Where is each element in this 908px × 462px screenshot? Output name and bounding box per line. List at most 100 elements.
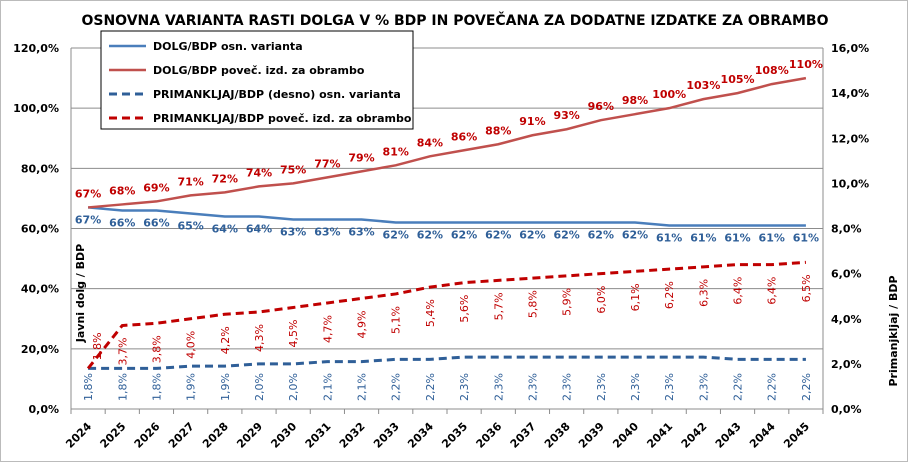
data-label: 4,5% xyxy=(287,320,300,348)
data-label: 4,2% xyxy=(219,326,232,354)
data-label: 2,3% xyxy=(697,373,710,401)
y2-tick-label: 14,0% xyxy=(831,87,869,100)
data-label: 61% xyxy=(724,231,750,244)
data-label: 3,8% xyxy=(150,335,163,363)
data-label: 62% xyxy=(622,228,648,241)
data-label: 1,8% xyxy=(116,373,129,401)
x-tick-label: 2041 xyxy=(644,420,675,451)
data-label: 65% xyxy=(177,219,203,232)
data-label: 64% xyxy=(246,222,272,235)
chart-title: OSNOVNA VARIANTA RASTI DOLGA V % BDP IN … xyxy=(81,11,828,29)
data-label: 2,1% xyxy=(356,373,369,401)
data-label: 74% xyxy=(246,166,272,179)
x-tick-label: 2032 xyxy=(337,420,368,451)
data-label: 79% xyxy=(348,151,374,164)
data-label: 2,3% xyxy=(663,373,676,401)
data-label: 108% xyxy=(755,64,789,77)
data-label: 6,1% xyxy=(629,283,642,311)
y-tick-label: 120,0% xyxy=(13,42,59,55)
y-tick-label: 80,0% xyxy=(21,162,59,175)
y2-tick-label: 8,0% xyxy=(831,223,862,236)
data-label: 62% xyxy=(383,228,409,241)
y-tick-label: 60,0% xyxy=(21,223,59,236)
data-label: 3,7% xyxy=(116,338,129,366)
data-label: 2,2% xyxy=(800,373,813,401)
data-label: 93% xyxy=(553,109,579,122)
x-tick-label: 2026 xyxy=(132,420,163,451)
data-label: 1,8% xyxy=(91,332,104,360)
data-label: 67% xyxy=(75,187,101,200)
y2-axis-title: Primanjkljaj / BDP xyxy=(887,275,900,386)
data-label: 100% xyxy=(652,88,686,101)
data-label: 2,3% xyxy=(629,373,642,401)
x-tick-label: 2038 xyxy=(542,420,573,451)
data-label: 81% xyxy=(383,145,409,158)
x-tick-label: 2043 xyxy=(713,420,744,451)
data-label: 4,3% xyxy=(253,324,266,352)
y2-tick-label: 16,0% xyxy=(831,42,869,55)
data-label: 2,1% xyxy=(321,373,334,401)
data-label: 4,7% xyxy=(321,315,334,343)
data-label: 66% xyxy=(143,216,169,229)
legend-label: DOLG/BDP poveč. izd. za obrambo xyxy=(153,64,365,77)
series-line-2 xyxy=(88,355,806,370)
series-line-3 xyxy=(86,260,807,370)
data-label: 110% xyxy=(789,58,823,71)
data-label: 62% xyxy=(588,228,614,241)
data-label: 62% xyxy=(553,228,579,241)
data-label: 2,3% xyxy=(526,373,539,401)
data-label: 63% xyxy=(280,225,306,238)
data-label: 103% xyxy=(686,79,720,92)
data-label: 62% xyxy=(519,228,545,241)
data-label: 61% xyxy=(793,231,819,244)
data-label: 4,0% xyxy=(185,331,198,359)
data-label: 61% xyxy=(759,231,785,244)
y2-tick-label: 0,0% xyxy=(831,403,862,416)
data-label: 2,2% xyxy=(424,373,437,401)
data-label: 69% xyxy=(143,181,169,194)
data-label: 6,2% xyxy=(663,281,676,309)
data-label: 5,9% xyxy=(561,288,574,316)
y2-tick-label: 2,0% xyxy=(831,358,862,371)
data-label: 4,9% xyxy=(356,310,369,338)
y-tick-label: 40,0% xyxy=(21,283,59,296)
y2-tick-label: 4,0% xyxy=(831,313,862,326)
data-label: 62% xyxy=(485,228,511,241)
x-tick-label: 2037 xyxy=(508,420,539,451)
x-tick-label: 2035 xyxy=(439,420,470,451)
x-tick-label: 2024 xyxy=(63,420,94,451)
data-label: 67% xyxy=(75,213,101,226)
y-axis-title: Javni dolg / BDP xyxy=(74,244,87,343)
data-label: 5,4% xyxy=(424,299,437,327)
x-tick-label: 2025 xyxy=(98,420,129,451)
data-label: 61% xyxy=(690,231,716,244)
data-label: 6,4% xyxy=(732,277,745,305)
data-label: 1,8% xyxy=(82,373,95,401)
x-tick-label: 2033 xyxy=(371,420,402,451)
data-label: 1,9% xyxy=(185,373,198,401)
data-label: 98% xyxy=(622,94,648,107)
x-tick-label: 2040 xyxy=(610,420,641,451)
x-tick-label: 2031 xyxy=(303,420,334,451)
y-tick-label: 20,0% xyxy=(21,343,59,356)
data-label: 2,3% xyxy=(492,373,505,401)
x-tick-label: 2028 xyxy=(200,420,231,451)
data-label: 63% xyxy=(314,225,340,238)
x-tick-label: 2044 xyxy=(747,420,778,451)
data-label: 6,4% xyxy=(766,277,779,305)
data-label: 5,7% xyxy=(492,292,505,320)
data-label: 2,3% xyxy=(595,373,608,401)
x-tick-label: 2039 xyxy=(576,420,607,451)
data-label: 75% xyxy=(280,163,306,176)
x-tick-label: 2029 xyxy=(234,420,265,451)
data-label: 5,1% xyxy=(390,306,403,334)
y2-tick-label: 12,0% xyxy=(831,132,869,145)
legend-label: PRIMANKLJAJ/BDP poveč. izd. za obrambo xyxy=(153,112,412,125)
data-label: 2,3% xyxy=(458,373,471,401)
x-tick-label: 2042 xyxy=(679,420,710,451)
data-label: 105% xyxy=(721,73,755,86)
data-label: 2,0% xyxy=(287,373,300,401)
y2-tick-label: 10,0% xyxy=(831,177,869,190)
